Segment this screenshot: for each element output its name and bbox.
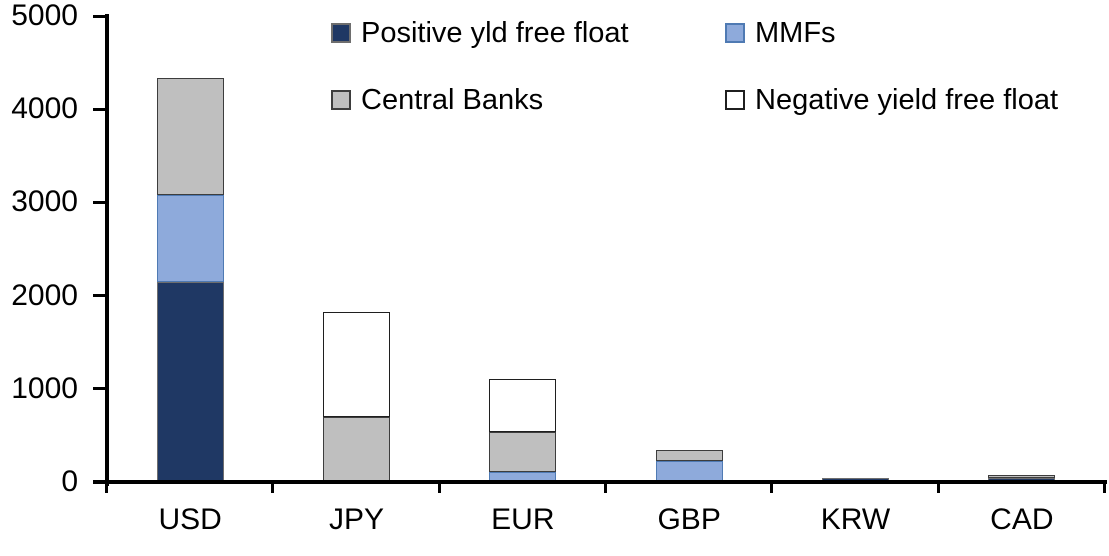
legend-label: MMFs [755,17,836,49]
x-axis-tick [105,480,108,493]
bar-segment-central-banks-eur [489,431,557,472]
legend-swatch-positive-yld-free-float [331,23,351,43]
y-axis-line [105,14,109,486]
bar-segment-positive-yld-free-float-usd [156,281,224,482]
legend-label: Negative yield free float [755,84,1059,116]
legend-swatch-negative-yield-free-float [725,90,745,110]
x-axis-tick [604,480,607,493]
y-axis-tick [93,294,105,298]
x-axis-tick [271,480,275,493]
bar-segment-mmfs-gbp [655,460,723,482]
y-axis-tick [93,200,105,204]
x-axis-line [93,480,1107,484]
bar-segment-central-banks-jpy [323,416,390,482]
x-axis-label-eur: EUR [491,503,555,536]
x-axis-label-krw: KRW [820,503,891,536]
x-axis-tick [1103,480,1106,493]
x-axis-tick [936,480,940,493]
legend-item-negative-yield-free-float: Negative yield free float [725,84,1059,116]
y-axis-tick-label: 5000 [11,0,78,32]
y-axis-tick [93,107,105,111]
x-axis-label-cad: CAD [990,503,1054,536]
legend-swatch-central-banks [331,90,351,110]
bar-segment-mmfs-usd [156,194,224,282]
bar-segment-central-banks-cad [988,474,1056,479]
y-axis-tick [93,14,105,18]
y-axis-tick-label: 3000 [11,185,78,219]
y-axis-tick-label: 1000 [11,371,78,405]
bar-segment-negative-yield-free-float-eur [489,378,557,432]
legend-item-positive-yld-free-float: Positive yld free float [331,17,629,49]
x-axis-label-usd: USD [158,503,222,536]
y-axis-tick-label: 4000 [11,92,78,126]
legend-label: Central Banks [361,84,544,116]
y-axis-tick-label: 0 [61,465,78,498]
y-axis-tick-label: 2000 [11,278,78,312]
x-axis-label-jpy: JPY [328,503,385,536]
bar-segment-negative-yield-free-float-jpy [323,312,390,417]
legend-swatch-mmfs [725,23,745,43]
x-axis-tick [770,480,774,493]
legend-item-mmfs: MMFs [725,17,836,49]
bar-segment-central-banks-usd [156,78,224,195]
x-axis-label-gbp: GBP [657,503,721,536]
legend-item-central-banks: Central Banks [331,84,544,116]
legend-label: Positive yld free float [361,17,629,49]
bar-segment-central-banks-gbp [655,450,723,461]
y-axis-tick [93,387,105,391]
x-axis-tick [437,480,441,493]
